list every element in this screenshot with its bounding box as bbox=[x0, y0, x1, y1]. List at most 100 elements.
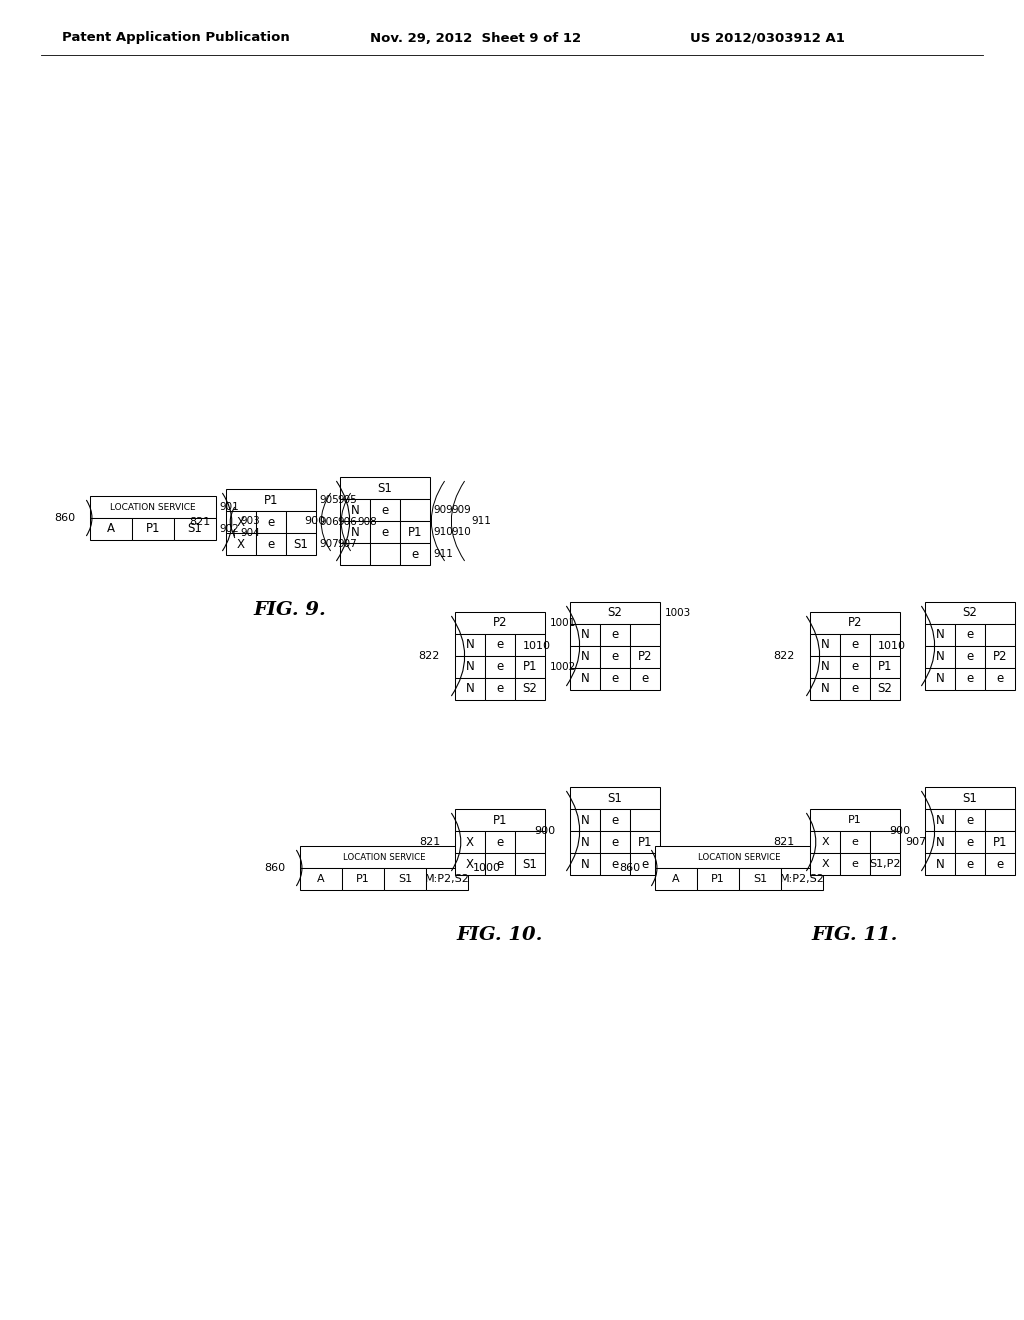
Text: 821: 821 bbox=[774, 837, 795, 847]
Text: S1: S1 bbox=[753, 874, 767, 884]
Text: A: A bbox=[317, 874, 325, 884]
Bar bbox=[226, 511, 256, 533]
Text: e: e bbox=[267, 537, 274, 550]
Text: FIG. 11.: FIG. 11. bbox=[812, 927, 898, 944]
Text: 905: 905 bbox=[337, 495, 356, 506]
Text: e: e bbox=[967, 836, 974, 849]
Bar bbox=[455, 612, 545, 634]
Text: 902: 902 bbox=[219, 524, 239, 535]
Text: N: N bbox=[350, 503, 359, 516]
Text: 906: 906 bbox=[319, 517, 339, 527]
Bar bbox=[955, 668, 985, 690]
Bar bbox=[600, 832, 630, 853]
Text: P1: P1 bbox=[711, 874, 725, 884]
Text: N: N bbox=[820, 660, 829, 673]
Text: S1: S1 bbox=[607, 792, 623, 804]
Text: M:P2,S2: M:P2,S2 bbox=[425, 874, 469, 884]
Bar bbox=[485, 832, 515, 853]
Bar bbox=[570, 645, 600, 668]
Text: S1: S1 bbox=[398, 874, 412, 884]
Bar bbox=[600, 645, 630, 668]
Bar bbox=[925, 602, 1015, 624]
Text: N: N bbox=[820, 682, 829, 696]
Text: P1: P1 bbox=[638, 836, 652, 849]
Text: 903: 903 bbox=[240, 516, 260, 527]
Bar bbox=[810, 612, 900, 634]
Bar bbox=[455, 634, 485, 656]
Bar bbox=[256, 511, 286, 533]
Text: 900: 900 bbox=[534, 826, 555, 836]
Bar bbox=[286, 533, 316, 554]
Text: 1010: 1010 bbox=[878, 642, 906, 651]
Text: 910: 910 bbox=[451, 527, 471, 537]
Bar bbox=[840, 853, 870, 875]
Text: e: e bbox=[967, 858, 974, 870]
Text: P2: P2 bbox=[493, 616, 507, 630]
Text: P1: P1 bbox=[145, 523, 160, 536]
Text: P2: P2 bbox=[638, 651, 652, 664]
Text: 909: 909 bbox=[451, 506, 471, 515]
Text: 1001: 1001 bbox=[550, 618, 577, 628]
Text: X: X bbox=[821, 837, 828, 847]
Bar bbox=[455, 853, 485, 875]
Bar bbox=[515, 634, 545, 656]
Text: e: e bbox=[851, 639, 859, 652]
Bar bbox=[781, 869, 823, 890]
Text: X: X bbox=[821, 859, 828, 869]
Bar bbox=[925, 832, 955, 853]
Text: 1003: 1003 bbox=[665, 609, 691, 618]
Text: e: e bbox=[611, 813, 618, 826]
Text: 911: 911 bbox=[433, 549, 453, 558]
Text: N: N bbox=[936, 651, 944, 664]
Text: P1: P1 bbox=[264, 494, 279, 507]
Text: N: N bbox=[466, 639, 474, 652]
Text: N: N bbox=[820, 639, 829, 652]
Bar bbox=[600, 853, 630, 875]
Bar bbox=[400, 499, 430, 521]
Bar bbox=[810, 809, 900, 832]
Text: e: e bbox=[497, 682, 504, 696]
Text: LOCATION SERVICE: LOCATION SERVICE bbox=[697, 853, 780, 862]
Text: S2: S2 bbox=[522, 682, 538, 696]
Text: N: N bbox=[581, 858, 590, 870]
Text: e: e bbox=[851, 660, 859, 673]
Bar bbox=[340, 521, 370, 543]
Text: e: e bbox=[967, 628, 974, 642]
Text: e: e bbox=[851, 682, 859, 696]
Text: 911: 911 bbox=[471, 516, 490, 525]
Bar bbox=[226, 533, 256, 554]
Text: 860: 860 bbox=[264, 863, 285, 873]
Bar bbox=[870, 656, 900, 678]
Bar bbox=[655, 869, 697, 890]
Bar bbox=[174, 517, 216, 540]
Bar bbox=[985, 853, 1015, 875]
Text: FIG. 9.: FIG. 9. bbox=[254, 601, 327, 619]
Bar bbox=[600, 809, 630, 832]
Text: S2: S2 bbox=[607, 606, 623, 619]
Text: 822: 822 bbox=[419, 651, 440, 661]
Text: 901: 901 bbox=[219, 502, 239, 512]
Text: N: N bbox=[466, 660, 474, 673]
Bar bbox=[455, 809, 545, 832]
Bar bbox=[840, 634, 870, 656]
Text: S1: S1 bbox=[522, 858, 538, 870]
Bar bbox=[485, 656, 515, 678]
Bar bbox=[870, 678, 900, 700]
Text: X: X bbox=[237, 516, 245, 528]
Bar bbox=[985, 668, 1015, 690]
Bar bbox=[985, 624, 1015, 645]
Text: N: N bbox=[581, 628, 590, 642]
Bar bbox=[485, 678, 515, 700]
Text: P1: P1 bbox=[878, 660, 892, 673]
Bar bbox=[90, 517, 132, 540]
Text: Patent Application Publication: Patent Application Publication bbox=[62, 32, 290, 45]
Text: e: e bbox=[381, 525, 389, 539]
Text: S2: S2 bbox=[963, 606, 978, 619]
Text: P1: P1 bbox=[848, 814, 862, 825]
Bar bbox=[370, 521, 400, 543]
Bar bbox=[955, 853, 985, 875]
Bar bbox=[515, 853, 545, 875]
Text: 907: 907 bbox=[337, 539, 356, 549]
Text: X: X bbox=[466, 836, 474, 849]
Text: 821: 821 bbox=[189, 517, 211, 527]
